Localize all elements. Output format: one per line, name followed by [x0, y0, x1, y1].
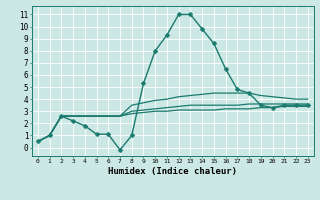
X-axis label: Humidex (Indice chaleur): Humidex (Indice chaleur) [108, 167, 237, 176]
